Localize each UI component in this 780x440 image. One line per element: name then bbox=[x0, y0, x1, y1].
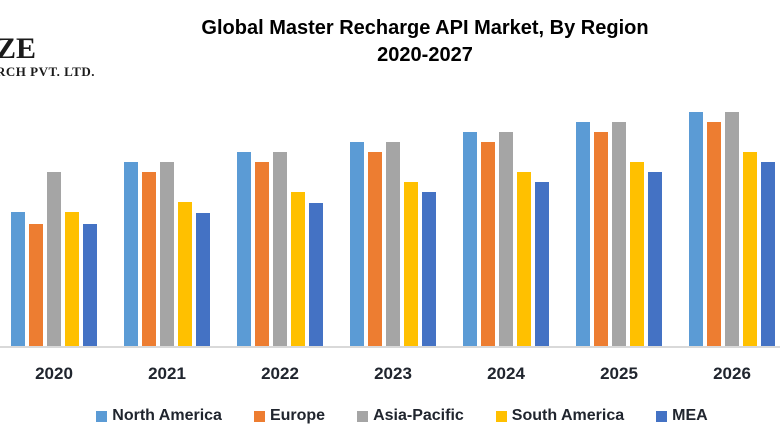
legend-label-europe: Europe bbox=[269, 407, 326, 424]
x-axis-label-2022: 2022 bbox=[261, 364, 299, 383]
logo-subtext-fragment: RCH PVT. LTD. bbox=[0, 64, 95, 79]
legend-item-mea: MEA bbox=[656, 407, 708, 425]
bar-asia-pacific-2022 bbox=[273, 152, 287, 346]
legend-item-south-america: South America bbox=[495, 407, 625, 425]
bar-north-america-2023 bbox=[350, 142, 364, 346]
legend-swatch-mea bbox=[656, 410, 668, 422]
bar-asia-pacific-2023 bbox=[386, 142, 400, 346]
bar-mea-2026 bbox=[761, 162, 775, 346]
bar-europe-2022 bbox=[255, 162, 269, 346]
bar-asia-pacific-2020 bbox=[47, 172, 61, 346]
legend: North America Europe Asia-Pacific South Ame… bbox=[0, 407, 780, 425]
legend-swatch-north-america bbox=[96, 410, 108, 422]
bar-mea-2025 bbox=[648, 172, 662, 346]
legend-item-asia-pacific: Asia-Pacific bbox=[357, 407, 464, 425]
bar-europe-2023 bbox=[368, 152, 382, 346]
bar-south-america-2022 bbox=[291, 192, 305, 346]
bar-mea-2022 bbox=[309, 203, 323, 346]
bar-north-america-2022 bbox=[237, 152, 251, 346]
company-logo: ZE RCH PVT. LTD. bbox=[0, 32, 95, 79]
bar-mea-2023 bbox=[422, 192, 436, 346]
x-axis-label-2023: 2023 bbox=[374, 364, 412, 383]
bar-asia-pacific-2021 bbox=[160, 162, 174, 346]
bar-europe-2021 bbox=[142, 172, 156, 346]
legend-label-asia-pacific: Asia-Pacific bbox=[373, 407, 464, 424]
bar-south-america-2024 bbox=[517, 172, 531, 346]
legend-swatch-south-america bbox=[495, 410, 507, 422]
legend-swatch-asia-pacific bbox=[357, 410, 369, 422]
bar-south-america-2023 bbox=[404, 182, 418, 346]
bar-mea-2021 bbox=[196, 213, 210, 346]
bar-south-america-2026 bbox=[743, 152, 757, 346]
legend-swatch-europe bbox=[253, 410, 265, 422]
legend-item-north-america: North America bbox=[96, 407, 222, 425]
chart-title: Global Master Recharge API Market, By Re… bbox=[70, 15, 780, 69]
bar-north-america-2026 bbox=[689, 112, 703, 346]
bar-north-america-2024 bbox=[463, 132, 477, 346]
x-axis-label-2020: 2020 bbox=[35, 364, 73, 383]
logo-text-fragment: ZE bbox=[0, 32, 37, 65]
chart-title-line2: 2020-2027 bbox=[377, 44, 473, 66]
x-axis-label-2024: 2024 bbox=[487, 364, 525, 383]
legend-label-north-america: North America bbox=[112, 407, 222, 424]
bar-europe-2024 bbox=[481, 142, 495, 346]
bar-asia-pacific-2024 bbox=[499, 132, 513, 346]
x-axis-label-2026: 2026 bbox=[713, 364, 751, 383]
bar-south-america-2021 bbox=[178, 202, 192, 346]
x-axis-label-2021: 2021 bbox=[148, 364, 186, 383]
bar-asia-pacific-2025 bbox=[612, 122, 626, 346]
bar-north-america-2020 bbox=[11, 212, 25, 346]
bar-north-america-2025 bbox=[576, 122, 590, 346]
bar-south-america-2025 bbox=[630, 162, 644, 346]
legend-label-south-america: South America bbox=[511, 407, 625, 424]
x-axis-label-2025: 2025 bbox=[600, 364, 638, 383]
bar-south-america-2020 bbox=[65, 212, 79, 346]
bar-europe-2020 bbox=[29, 224, 43, 346]
bar-asia-pacific-2026 bbox=[725, 112, 739, 346]
bar-europe-2025 bbox=[594, 132, 608, 346]
bar-north-america-2021 bbox=[124, 162, 138, 346]
bar-europe-2026 bbox=[707, 122, 721, 346]
legend-item-europe: Europe bbox=[253, 407, 326, 425]
bar-mea-2024 bbox=[535, 182, 549, 346]
x-axis-line bbox=[0, 346, 780, 348]
bar-mea-2020 bbox=[83, 224, 97, 346]
chart-title-line1: Global Master Recharge API Market, By Re… bbox=[201, 17, 649, 39]
legend-label-mea: MEA bbox=[672, 407, 708, 424]
